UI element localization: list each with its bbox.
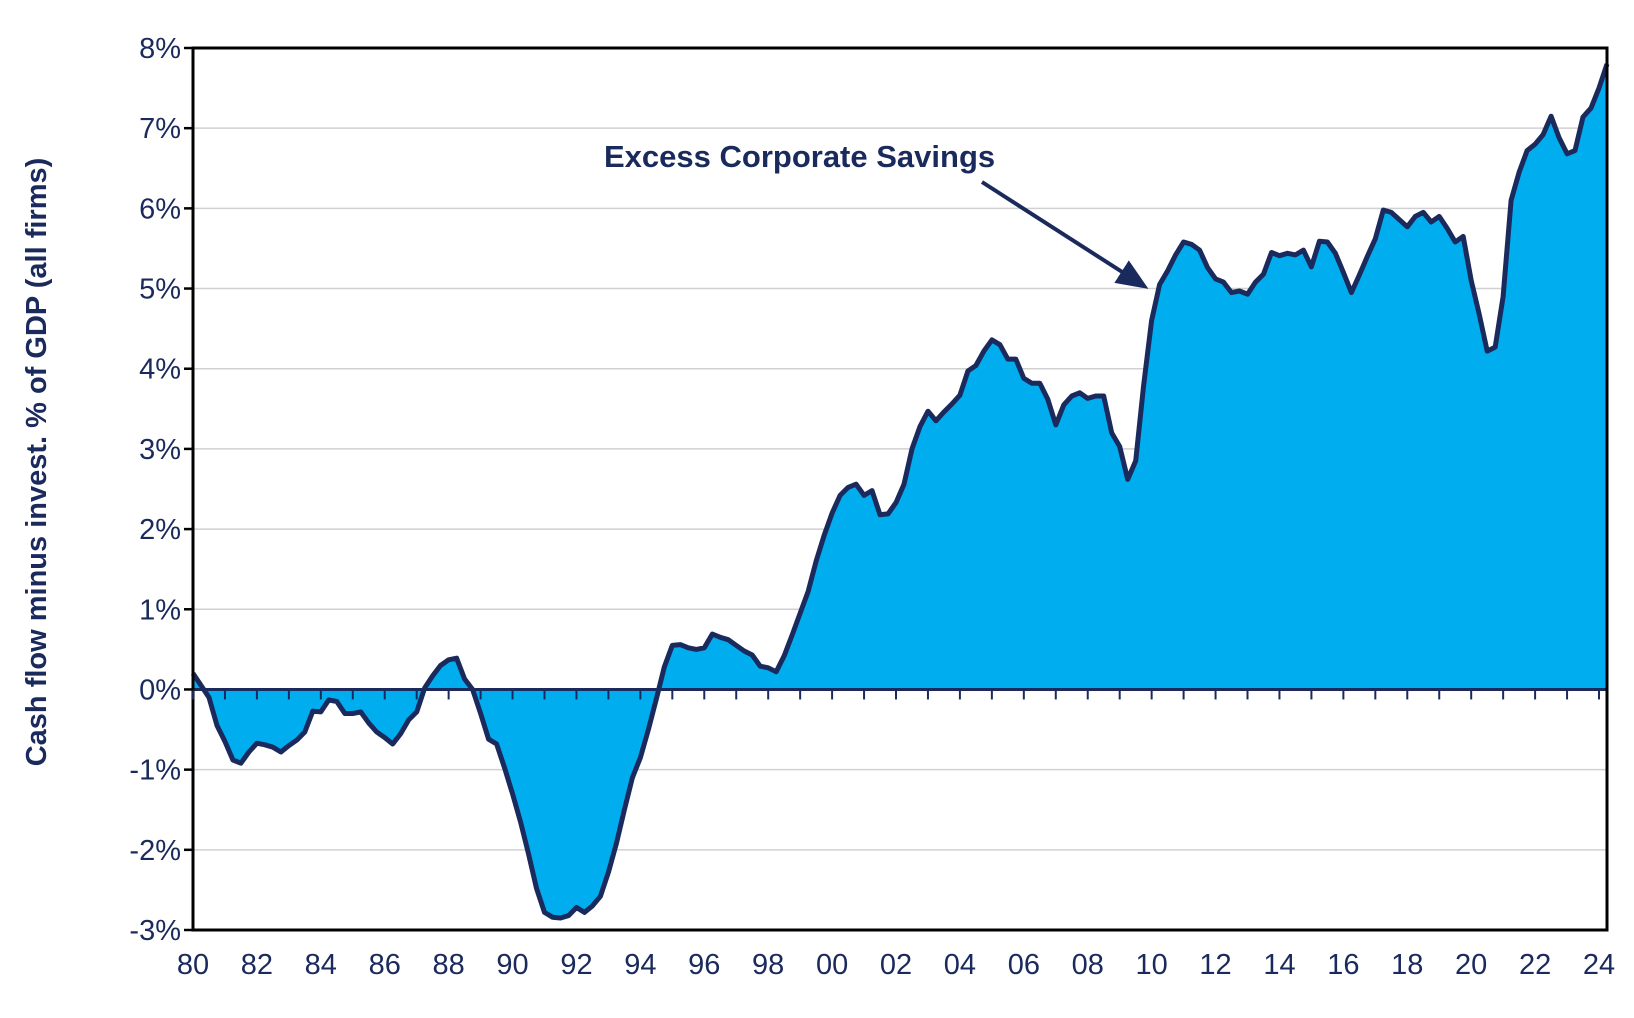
y-tick-label: 0% — [139, 674, 181, 706]
y-tick-label: -2% — [129, 835, 181, 867]
x-tick-label: 10 — [1136, 949, 1168, 981]
y-tick-label: 6% — [139, 193, 181, 225]
y-tick-label: 4% — [139, 354, 181, 386]
x-tick-label: 92 — [560, 949, 592, 981]
x-tick-label: 94 — [624, 949, 656, 981]
y-tick-label: 2% — [139, 514, 181, 546]
x-tick-label: 18 — [1391, 949, 1423, 981]
savings-area — [193, 64, 1607, 918]
x-tick-marks — [192, 689, 1601, 700]
x-tick-label: 80 — [177, 949, 209, 981]
annotation-arrow — [980, 180, 1149, 289]
x-tick-label: 06 — [1008, 949, 1040, 981]
x-tick-label: 04 — [944, 949, 976, 981]
gridlines — [193, 127, 1607, 851]
x-tick-label: 82 — [241, 949, 273, 981]
y-tick-marks — [184, 46, 193, 932]
x-tick-label: 00 — [816, 949, 848, 981]
x-tick-label: 08 — [1072, 949, 1104, 981]
annotation-label: Excess Corporate Savings — [604, 139, 995, 174]
y-tick-label: 1% — [139, 594, 181, 626]
x-tick-label: 02 — [880, 949, 912, 981]
y-tick-labels: -3% -2% -1% 0% 1% 2% 3% 4% 5% 6% 7% 8% — [129, 33, 181, 947]
x-tick-label: 24 — [1583, 949, 1615, 981]
x-tick-label: 96 — [688, 949, 720, 981]
x-tick-label: 84 — [305, 949, 337, 981]
y-tick-label: 7% — [139, 113, 181, 145]
x-tick-label: 14 — [1263, 949, 1295, 981]
y-tick-label: 3% — [139, 434, 181, 466]
x-tick-label: 16 — [1327, 949, 1359, 981]
savings-line — [190, 63, 1610, 921]
x-tick-label: 88 — [433, 949, 465, 981]
y-tick-label: -3% — [129, 915, 181, 947]
x-tick-label: 98 — [752, 949, 784, 981]
x-tick-label: 22 — [1519, 949, 1551, 981]
x-tick-label: 90 — [496, 949, 528, 981]
x-tick-labels: 80 82 84 86 88 90 92 94 96 98 00 02 04 06 08 10 12 14 16 18… — [177, 949, 1615, 981]
x-tick-label: 12 — [1199, 949, 1231, 981]
y-axis-label: Cash flow minus invest. % of GDP (all fi… — [21, 158, 53, 767]
plot-frame — [191, 46, 1609, 932]
y-tick-label: 5% — [139, 274, 181, 306]
x-tick-label: 20 — [1455, 949, 1487, 981]
x-tick-label: 86 — [369, 949, 401, 981]
y-tick-label: 8% — [139, 33, 181, 65]
y-tick-label: -1% — [129, 755, 181, 787]
